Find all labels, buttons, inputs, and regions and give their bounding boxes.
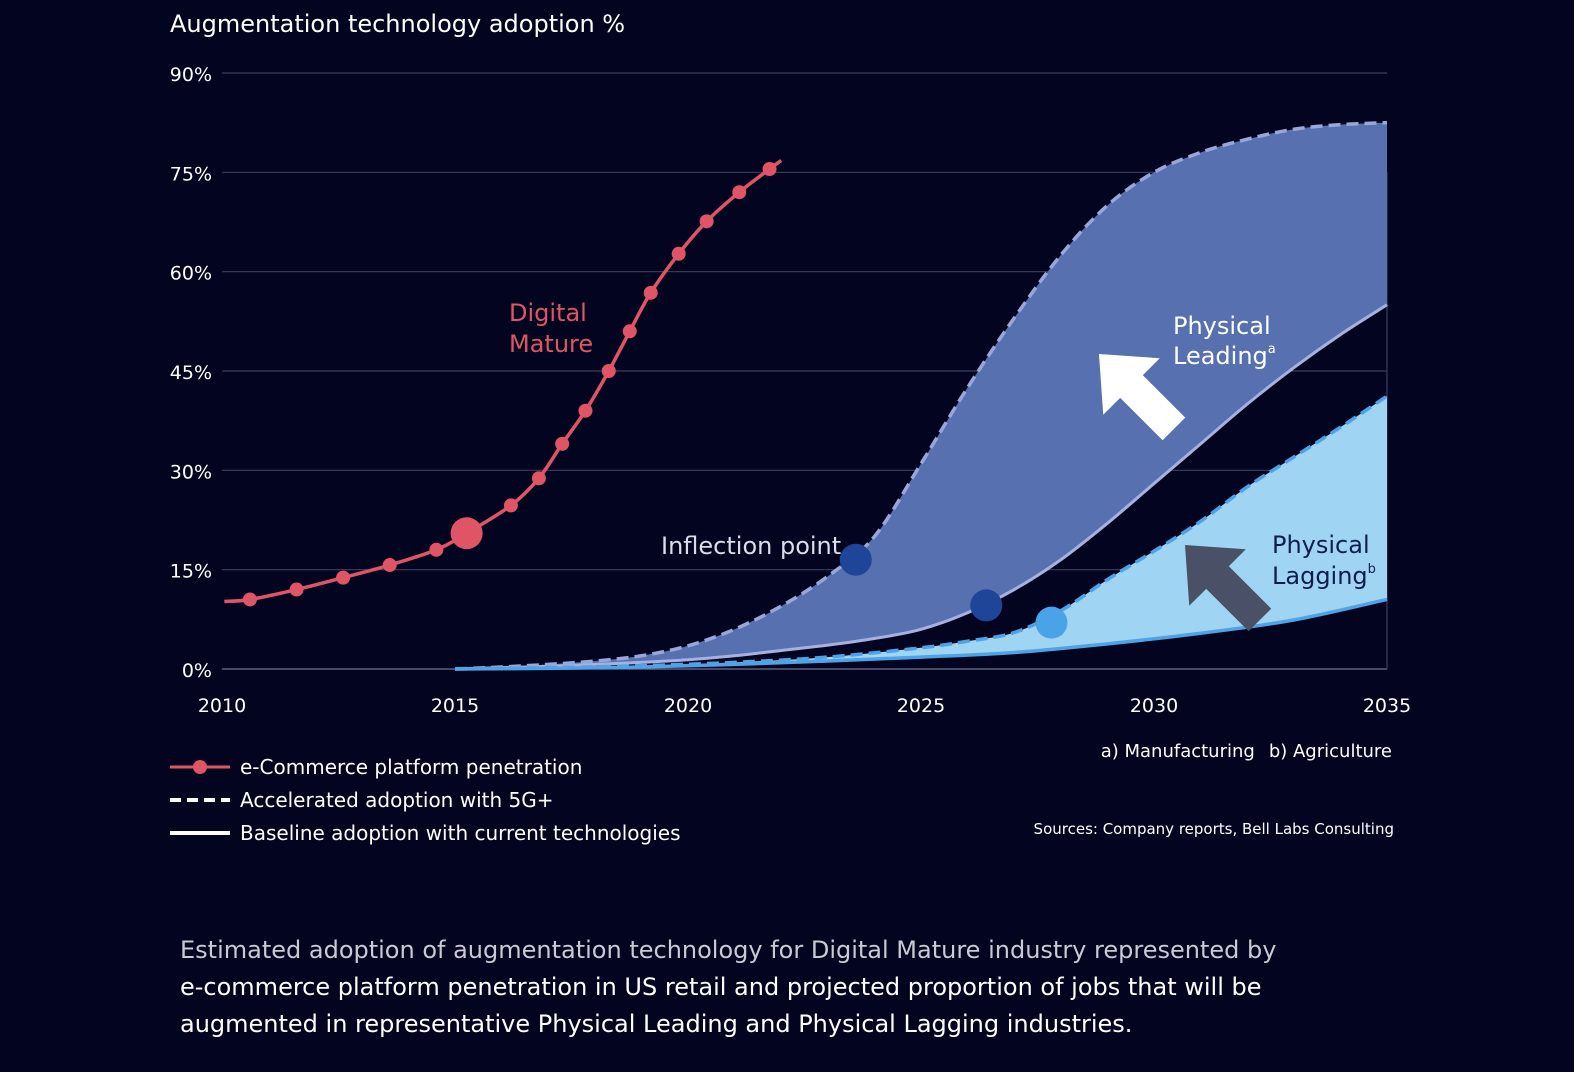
up-arrow-leading [1098,353,1186,441]
legend-label: Baseline adoption with current technolog… [240,820,681,845]
physical-lagging-band [455,396,1387,669]
legend-item-ecommerce: e-Commerce platform penetration [170,750,681,783]
legend-label: e-Commerce platform penetration [240,754,583,779]
leading-baseline-line [454,303,1388,671]
y-tick-label: 75% [170,163,212,185]
chart-title: Augmentation technology adoption % [170,10,625,38]
legend-swatch-solid [170,830,230,835]
ecommerce-point [242,592,257,607]
label-digital-mature-line2: Mature [509,330,593,358]
ecommerce-point [336,570,351,585]
ecommerce-highlight-point [450,517,483,550]
label-physical-lagging-line2: Laggingb [1272,562,1376,590]
ecommerce-point [555,436,570,451]
y-tick-label: 15% [170,561,212,583]
lagging-accelerated-line [454,394,1388,671]
figure-caption: Estimated adoption of augmentation techn… [180,932,1300,1043]
legend-item-accelerated: Accelerated adoption with 5G+ [170,783,681,816]
ecommerce-point [622,324,637,339]
inflection-point-marker [970,589,1003,622]
legend-swatch-solid-marker [170,759,230,774]
x-tick-label: 2025 [897,695,945,717]
markers [242,162,1068,639]
ecommerce-point [531,471,546,486]
x-tick-label: 2010 [198,695,246,717]
ecommerce-point [382,558,397,573]
label-physical-leading-line1: Physical [1173,312,1271,340]
ecommerce-point [578,403,593,418]
label-inflection-point: Inflection point [661,532,841,560]
inflection-point-marker [1035,606,1068,639]
x-tick-label: 2020 [664,695,712,717]
legend: e-Commerce platform penetration Accelera… [170,750,681,849]
physical-leading-band [455,122,1387,669]
footnote-a: a) Manufacturing [1100,741,1255,762]
ecommerce-point [699,214,714,229]
y-tick-label: 90% [170,64,212,86]
leading-accelerated-line [454,120,1388,671]
axis-tick-labels: 0% 15% 30% 45% 60% 75% 90% 2010 2015 2020 2025 2030… [170,64,1411,717]
ecommerce-point [429,542,444,557]
x-tick-label: 2015 [431,695,479,717]
annotations: DigitalMaturePhysicalLeadingaPhysicalLag… [509,299,1376,632]
caption-line-2: e-commerce platform penetration in US re… [180,973,1262,1001]
ecommerce-point [762,162,777,177]
y-tick-label: 60% [170,263,212,285]
ecommerce-point [503,498,518,513]
legend-label: Accelerated adoption with 5G+ [240,787,554,812]
ecommerce-point [289,582,304,597]
ecommerce-point [601,364,616,378]
y-tick-label: 45% [170,362,212,384]
caption-line-1: Estimated adoption of augmentation techn… [180,936,1277,964]
x-tick-label: 2035 [1363,695,1411,717]
label-physical-lagging-line1: Physical [1272,531,1370,559]
up-arrow-lagging [1184,544,1272,632]
lagging-baseline-line [454,597,1388,671]
caption-line-3: augmented in representative Physical Lea… [180,1010,1133,1038]
sources-note: Sources: Company reports, Bell Labs Cons… [1033,820,1394,838]
x-tick-label: 2030 [1130,695,1178,717]
inflection-point-marker [839,543,872,576]
ecommerce-point [671,246,686,261]
label-digital-mature-line1: Digital [509,299,587,327]
y-tick-label: 0% [182,660,212,682]
adoption-chart: Augmentation technology adoption % 0% 15%… [170,10,1411,717]
ecommerce-point [643,285,658,300]
footnotes: a) Manufacturing b) Agriculture [1040,741,1392,762]
legend-item-baseline: Baseline adoption with current technolog… [170,816,681,849]
ecommerce-point [732,185,747,200]
footnote-b: b) Agriculture [1268,741,1392,762]
footnote-marker-b: b [1368,562,1376,577]
legend-swatch-dashed [170,797,230,802]
label-physical-leading-line2: Leadinga [1173,342,1276,370]
area-fills [455,122,1387,669]
y-tick-label: 30% [170,461,212,483]
footnote-marker-a: a [1268,342,1276,357]
